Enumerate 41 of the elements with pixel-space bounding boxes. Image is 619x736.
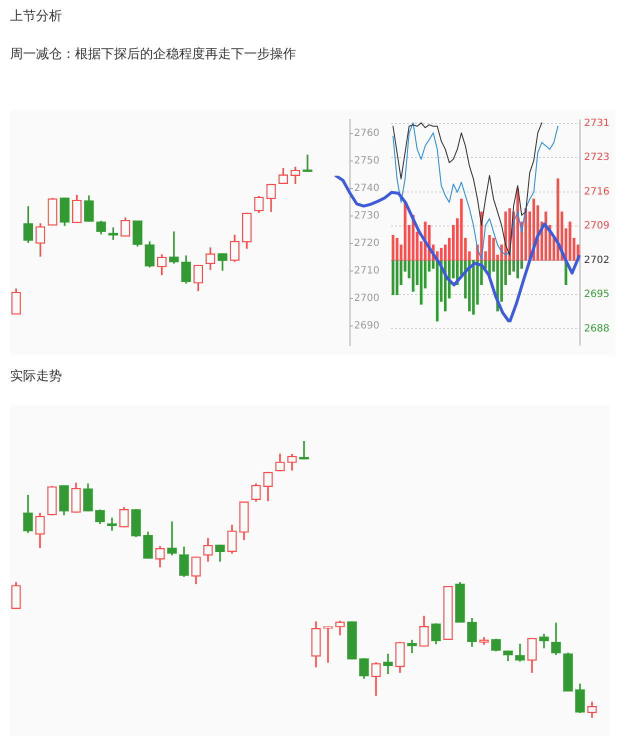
bar [568, 222, 572, 261]
y-tick-label: 2720 [354, 238, 380, 250]
y-tick-label: 2750 [354, 155, 380, 166]
bar [472, 260, 475, 315]
candlestick [169, 232, 179, 264]
y-tick-label: 2716 [584, 186, 610, 198]
candlestick [167, 521, 177, 556]
bar [488, 235, 491, 261]
y-tick-label: 2688 [584, 323, 610, 334]
bar [412, 260, 414, 292]
candlestick [407, 640, 417, 654]
candlestick [107, 518, 117, 531]
bar [460, 198, 463, 261]
bar [404, 202, 406, 261]
chart-subtitle: 周一减仓：根据下探后的企稳程度再走下一步操作 [10, 47, 296, 63]
y-tick-label: 2695 [584, 289, 610, 300]
candlestick [383, 654, 393, 674]
candlestick [323, 626, 333, 663]
bar [516, 260, 519, 278]
bar [492, 238, 495, 261]
bar [392, 260, 394, 296]
chart-title: 上节分析 [10, 9, 62, 25]
y-tick-label: 2760 [354, 128, 380, 139]
chart-title: 实际走势 [10, 369, 62, 385]
bar [396, 260, 398, 296]
bar [396, 238, 398, 261]
y-tick-label: 2740 [354, 182, 380, 194]
y-tick-label: 2731 [584, 118, 610, 129]
y-tick-label: 2709 [584, 220, 610, 232]
bar [420, 260, 422, 305]
bar [392, 235, 394, 261]
bar [436, 260, 439, 322]
y-tick-label: 2723 [584, 152, 610, 164]
candlestick [299, 441, 309, 460]
candlestick [302, 154, 312, 172]
y-tick-label: 2730 [354, 210, 380, 222]
y-tick-label: 2690 [354, 320, 380, 332]
y-tick-label: 2710 [354, 266, 380, 277]
y-tick-label: 2702 [584, 254, 610, 266]
bar [440, 248, 443, 261]
y-tick-label: 2700 [354, 293, 380, 304]
